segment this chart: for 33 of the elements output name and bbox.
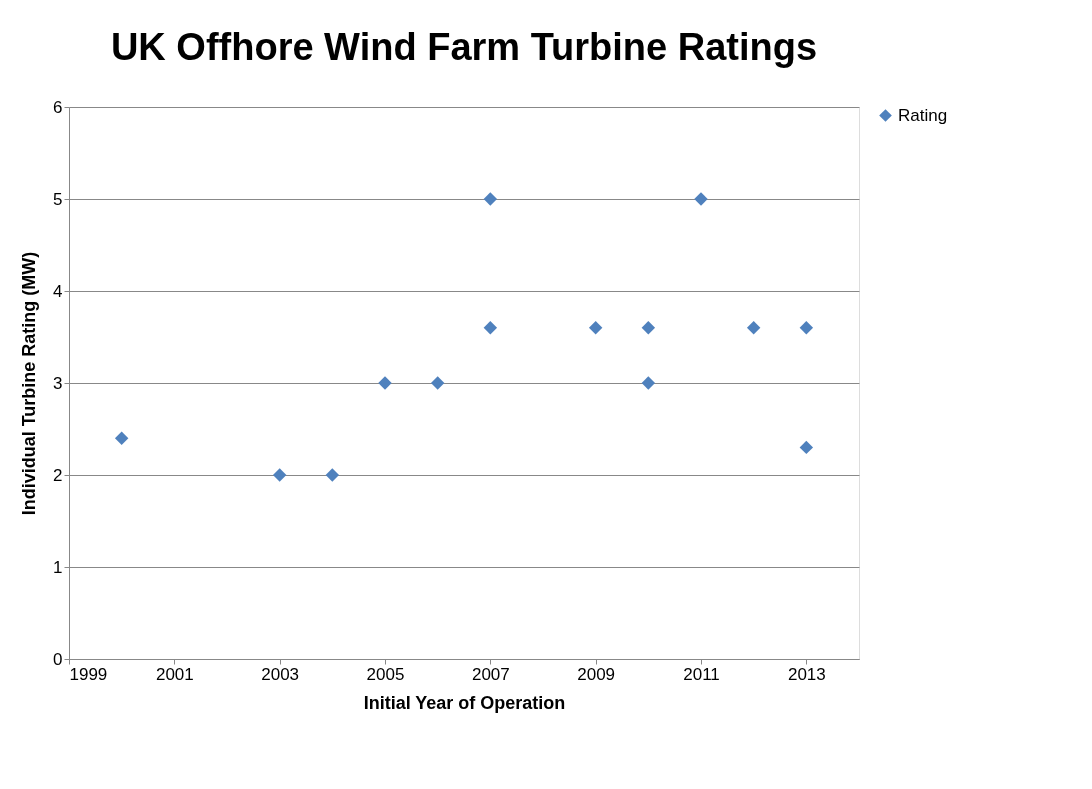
x-tick-label: 2009	[577, 664, 616, 684]
point	[483, 192, 498, 206]
point	[641, 376, 656, 390]
y-tick-label: 5	[53, 189, 63, 209]
point	[799, 321, 814, 335]
point	[746, 321, 761, 335]
x-tick-label: 2007	[471, 664, 510, 684]
point	[114, 431, 129, 445]
x-tick-label: 2003	[261, 664, 300, 684]
y-tick-label: 1	[53, 557, 63, 577]
point	[325, 468, 340, 482]
legend-label: Rating	[898, 105, 948, 125]
x-tick-label: 2011	[683, 664, 720, 684]
y-axis-title: Individual Turbine Rating (MW)	[19, 251, 40, 516]
point	[272, 468, 287, 482]
point	[588, 321, 603, 335]
y-tick-label: 2	[53, 465, 63, 485]
point	[799, 440, 814, 455]
y-tick-label: 6	[53, 97, 63, 117]
x-tick-label: 2005	[366, 664, 405, 684]
point	[378, 376, 392, 390]
x-tick-label: 2013	[787, 664, 826, 684]
point	[641, 321, 656, 335]
point	[694, 192, 708, 206]
x-tick-label: 1999	[69, 664, 108, 684]
chart-title: UK Offhore Wind Farm Turbine Ratings	[110, 26, 818, 68]
y-tick-label: 3	[53, 373, 63, 393]
point	[430, 376, 445, 390]
x-axis-title: Initial Year of Operation	[363, 692, 566, 713]
x-tick-label: 2001	[155, 664, 194, 684]
point	[483, 321, 498, 335]
y-tick-label: 4	[53, 281, 63, 301]
y-tick-label: 0	[53, 649, 63, 669]
